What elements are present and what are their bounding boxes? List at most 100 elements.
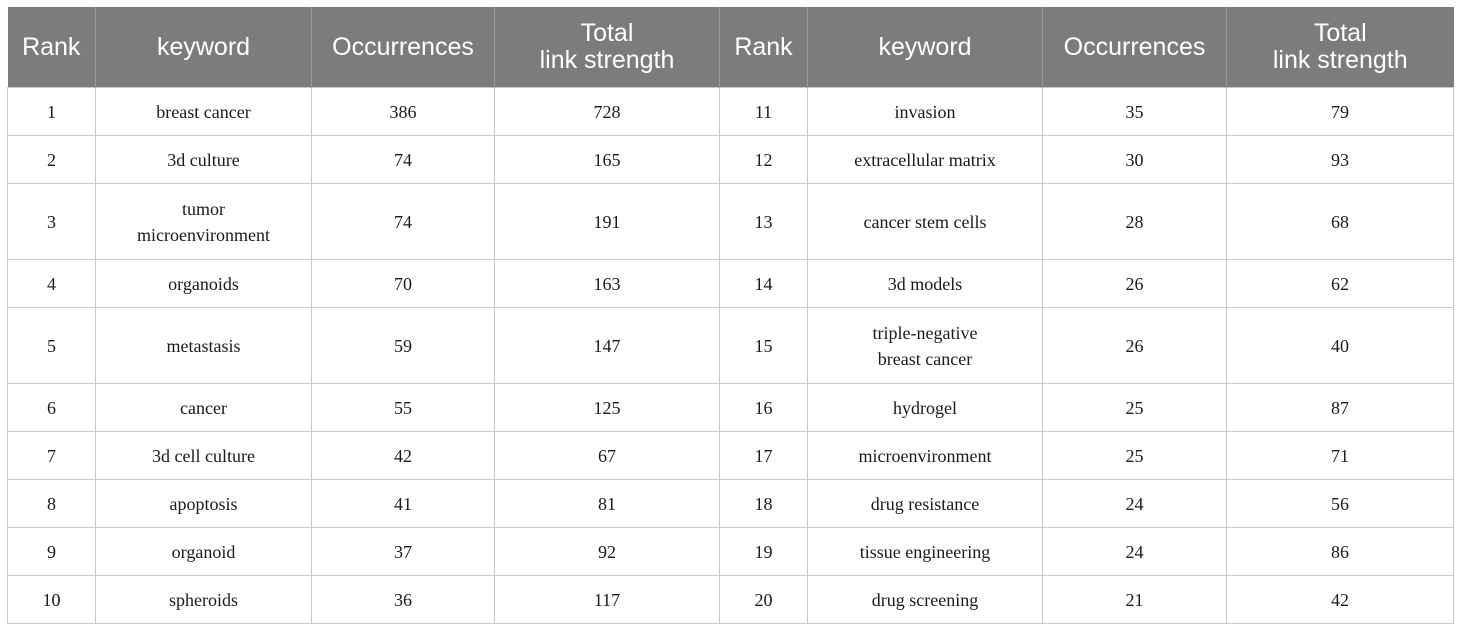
- cell-keyword: metastasis: [95, 307, 312, 384]
- cell-keyword: tumor microenvironment: [95, 183, 312, 260]
- cell-keyword: triple-negative breast cancer: [807, 307, 1043, 384]
- cell-total-link-strength: 67: [494, 431, 720, 480]
- cell-occurrences: 30: [1042, 135, 1227, 184]
- cell-rank: 16: [719, 383, 808, 432]
- cell-rank: 8: [7, 479, 96, 528]
- cell-total-link-strength: 117: [494, 575, 720, 624]
- cell-total-link-strength: 86: [1226, 527, 1454, 576]
- header-rank: Rank: [719, 7, 808, 88]
- keyword-table-container: Rank keyword Occurrences Total link stre…: [7, 7, 1454, 624]
- cell-keyword: 3d cell culture: [95, 431, 312, 480]
- cell-occurrences: 25: [1042, 383, 1227, 432]
- cell-total-link-strength: 125: [494, 383, 720, 432]
- cell-rank: 9: [7, 527, 96, 576]
- cell-rank: 10: [7, 575, 96, 624]
- table-row: 5 metastasis 59 147 15 triple-negative breast…: [7, 307, 1454, 384]
- cell-rank: 15: [719, 307, 808, 384]
- cell-total-link-strength: 71: [1226, 431, 1454, 480]
- cell-rank: 1: [7, 87, 96, 136]
- cell-rank: 5: [7, 307, 96, 384]
- cell-rank: 4: [7, 259, 96, 308]
- cell-occurrences: 28: [1042, 183, 1227, 260]
- header-total-link-strength: Total link strength: [1226, 7, 1454, 88]
- cell-rank: 6: [7, 383, 96, 432]
- cell-keyword: microenvironment: [807, 431, 1043, 480]
- table-row: 3 tumor microenvironment 74 191 13 cancer ste…: [7, 183, 1454, 260]
- cell-keyword: 3d models: [807, 259, 1043, 308]
- header-rank: Rank: [7, 7, 96, 88]
- cell-rank: 17: [719, 431, 808, 480]
- cell-keyword: 3d culture: [95, 135, 312, 184]
- cell-occurrences: 26: [1042, 259, 1227, 308]
- header-row: Rank keyword Occurrences Total link stre…: [7, 7, 1454, 88]
- cell-rank: 20: [719, 575, 808, 624]
- cell-occurrences: 35: [1042, 87, 1227, 136]
- cell-occurrences: 74: [311, 183, 495, 260]
- cell-total-link-strength: 165: [494, 135, 720, 184]
- cell-occurrences: 21: [1042, 575, 1227, 624]
- cell-occurrences: 24: [1042, 527, 1227, 576]
- cell-rank: 19: [719, 527, 808, 576]
- cell-occurrences: 70: [311, 259, 495, 308]
- table-row: 8 apoptosis 41 81 18 drug resistance 24 56: [7, 479, 1454, 528]
- cell-rank: 18: [719, 479, 808, 528]
- cell-keyword: organoids: [95, 259, 312, 308]
- cell-rank: 7: [7, 431, 96, 480]
- cell-keyword: drug resistance: [807, 479, 1043, 528]
- header-total-link-strength: Total link strength: [494, 7, 720, 88]
- cell-keyword: cancer: [95, 383, 312, 432]
- cell-keyword: drug screening: [807, 575, 1043, 624]
- cell-keyword: extracellular matrix: [807, 135, 1043, 184]
- cell-rank: 12: [719, 135, 808, 184]
- cell-total-link-strength: 62: [1226, 259, 1454, 308]
- cell-occurrences: 386: [311, 87, 495, 136]
- table-row: 9 organoid 37 92 19 tissue engineering 24 86: [7, 527, 1454, 576]
- cell-total-link-strength: 40: [1226, 307, 1454, 384]
- cell-total-link-strength: 68: [1226, 183, 1454, 260]
- cell-keyword: breast cancer: [95, 87, 312, 136]
- cell-total-link-strength: 81: [494, 479, 720, 528]
- cell-keyword: cancer stem cells: [807, 183, 1043, 260]
- header-occurrences: Occurrences: [311, 7, 495, 88]
- cell-rank: 13: [719, 183, 808, 260]
- table-row: 1 breast cancer 386 728 11 invasion 35 79: [7, 87, 1454, 136]
- table-row: 7 3d cell culture 42 67 17 microenvironment 25…: [7, 431, 1454, 480]
- header-occurrences: Occurrences: [1042, 7, 1227, 88]
- header-keyword: keyword: [95, 7, 312, 88]
- cell-total-link-strength: 42: [1226, 575, 1454, 624]
- cell-total-link-strength: 728: [494, 87, 720, 136]
- cell-total-link-strength: 163: [494, 259, 720, 308]
- header-keyword: keyword: [807, 7, 1043, 88]
- keyword-table: Rank keyword Occurrences Total link stre…: [7, 7, 1454, 624]
- cell-rank: 14: [719, 259, 808, 308]
- cell-occurrences: 59: [311, 307, 495, 384]
- cell-keyword: hydrogel: [807, 383, 1043, 432]
- cell-occurrences: 55: [311, 383, 495, 432]
- cell-keyword: apoptosis: [95, 479, 312, 528]
- cell-occurrences: 36: [311, 575, 495, 624]
- table-row: 4 organoids 70 163 14 3d models 26 62: [7, 259, 1454, 308]
- cell-total-link-strength: 79: [1226, 87, 1454, 136]
- cell-total-link-strength: 56: [1226, 479, 1454, 528]
- cell-occurrences: 25: [1042, 431, 1227, 480]
- cell-total-link-strength: 191: [494, 183, 720, 260]
- cell-occurrences: 74: [311, 135, 495, 184]
- cell-occurrences: 24: [1042, 479, 1227, 528]
- cell-occurrences: 37: [311, 527, 495, 576]
- cell-occurrences: 41: [311, 479, 495, 528]
- cell-total-link-strength: 93: [1226, 135, 1454, 184]
- table-row: 2 3d culture 74 165 12 extracellular matrix 30…: [7, 135, 1454, 184]
- cell-occurrences: 26: [1042, 307, 1227, 384]
- cell-keyword: organoid: [95, 527, 312, 576]
- cell-keyword: tissue engineering: [807, 527, 1043, 576]
- cell-rank: 11: [719, 87, 808, 136]
- cell-rank: 2: [7, 135, 96, 184]
- table-row: 10 spheroids 36 117 20 drug screening 21 42: [7, 575, 1454, 624]
- cell-occurrences: 42: [311, 431, 495, 480]
- cell-keyword: spheroids: [95, 575, 312, 624]
- cell-total-link-strength: 92: [494, 527, 720, 576]
- cell-rank: 3: [7, 183, 96, 260]
- cell-total-link-strength: 87: [1226, 383, 1454, 432]
- cell-keyword: invasion: [807, 87, 1043, 136]
- cell-total-link-strength: 147: [494, 307, 720, 384]
